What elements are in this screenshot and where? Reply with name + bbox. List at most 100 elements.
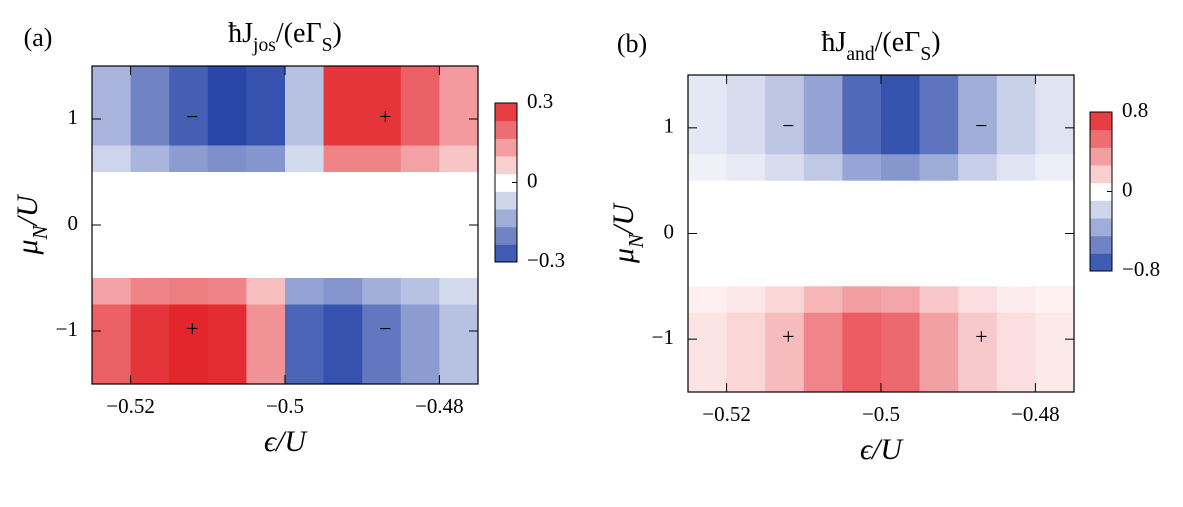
heat-cell <box>130 198 170 226</box>
heat-cell <box>958 312 998 340</box>
heat-cell <box>996 154 1036 182</box>
heat-cell <box>919 207 959 234</box>
heat-cell <box>842 180 882 208</box>
heat-cell <box>1035 101 1075 129</box>
heat-cell <box>169 145 209 173</box>
heat-cell <box>362 225 402 252</box>
colorbar-tick-label: 0 <box>527 168 538 192</box>
text-part: and <box>846 44 874 65</box>
heat-cell <box>842 75 882 102</box>
heat-cell <box>688 259 728 287</box>
heat-cell <box>169 172 209 199</box>
heat-cell <box>803 286 843 314</box>
y-tick-label: 1 <box>68 105 79 129</box>
heat-cell <box>996 75 1036 102</box>
colorbar-step <box>1090 200 1112 219</box>
heat-cell <box>362 278 402 305</box>
heat-cell <box>323 357 363 385</box>
x-tick-label: −0.5 <box>266 394 304 418</box>
heat-cell <box>246 251 286 279</box>
heat-cell <box>207 198 247 226</box>
colorbar-step <box>495 244 517 263</box>
heat-cell <box>439 66 479 93</box>
heat-cell <box>919 154 959 182</box>
colorbar-tick-label: 0.3 <box>527 89 553 113</box>
heat-cell <box>996 233 1036 261</box>
heat-cell <box>400 198 440 226</box>
heat-cell <box>803 207 843 234</box>
heat-cell <box>169 357 209 385</box>
heat-cell <box>765 154 805 182</box>
colorbar-step <box>495 156 517 175</box>
heat-cell <box>881 154 921 182</box>
heat-cell <box>285 225 325 252</box>
heat-cell <box>842 233 882 261</box>
heat-cell <box>130 119 170 146</box>
heat-cell <box>881 286 921 314</box>
heat-cell <box>207 304 247 332</box>
colorbar-step <box>1090 165 1112 184</box>
colorbar-step <box>495 138 517 157</box>
text-part: ħJ <box>821 27 846 58</box>
colorbar-tick-label: 0.8 <box>1122 98 1148 122</box>
heat-cell <box>323 304 363 332</box>
heat-cell <box>919 75 959 102</box>
heat-cell <box>207 66 247 93</box>
heat-cell <box>919 339 959 367</box>
heat-cell <box>919 101 959 129</box>
colorbar-tick-label: −0.8 <box>1122 257 1160 281</box>
heat-cell <box>765 207 805 234</box>
colorbar-step <box>495 191 517 210</box>
colorbar-tick-label: 0 <box>1122 177 1133 201</box>
heat-cell <box>881 312 921 340</box>
x-tick-label: −0.52 <box>106 394 155 418</box>
heat-cell <box>842 286 882 314</box>
colorbar-step <box>495 103 517 122</box>
heat-cell <box>169 92 209 120</box>
heat-cell <box>362 66 402 93</box>
text-part: N <box>624 233 648 249</box>
annotation: + <box>379 104 391 129</box>
heat-cell <box>362 198 402 226</box>
text-part: S <box>322 35 333 56</box>
heat-cell <box>130 278 170 305</box>
x-tick-label: −0.52 <box>702 402 751 426</box>
heat-cell <box>765 365 805 393</box>
heat-cell <box>323 331 363 358</box>
heat-cell <box>400 225 440 252</box>
heat-cell <box>439 357 479 385</box>
heat-cell <box>92 145 132 173</box>
heat-cell <box>726 207 766 234</box>
heat-cell <box>323 278 363 305</box>
heat-cell <box>958 75 998 102</box>
heat-cell <box>919 312 959 340</box>
heat-cell <box>996 365 1036 393</box>
heat-cell <box>92 331 132 358</box>
heat-cell <box>842 339 882 367</box>
text-part: /U <box>11 193 44 227</box>
heat-cell <box>169 225 209 252</box>
text-part: S <box>920 44 931 65</box>
heat-cell <box>362 92 402 120</box>
colorbar-step <box>495 173 517 192</box>
heat-cell <box>130 172 170 199</box>
heat-cell <box>803 75 843 102</box>
text-part: /U <box>607 202 640 236</box>
heat-cell <box>323 251 363 279</box>
heat-cell <box>92 251 132 279</box>
heat-cell <box>881 259 921 287</box>
heat-cell <box>803 101 843 129</box>
heat-cell <box>726 127 766 155</box>
heat-cell <box>881 180 921 208</box>
x-axis-label: ϵ/U <box>264 425 308 458</box>
heat-cell <box>726 233 766 261</box>
colorbar-step <box>1090 218 1112 237</box>
heat-cell <box>958 127 998 155</box>
heat-cell <box>246 225 286 252</box>
heat-cell <box>842 365 882 393</box>
heat-cell <box>1035 312 1075 340</box>
heat-cell <box>285 278 325 305</box>
heat-cell <box>996 127 1036 155</box>
heat-cell <box>803 127 843 155</box>
